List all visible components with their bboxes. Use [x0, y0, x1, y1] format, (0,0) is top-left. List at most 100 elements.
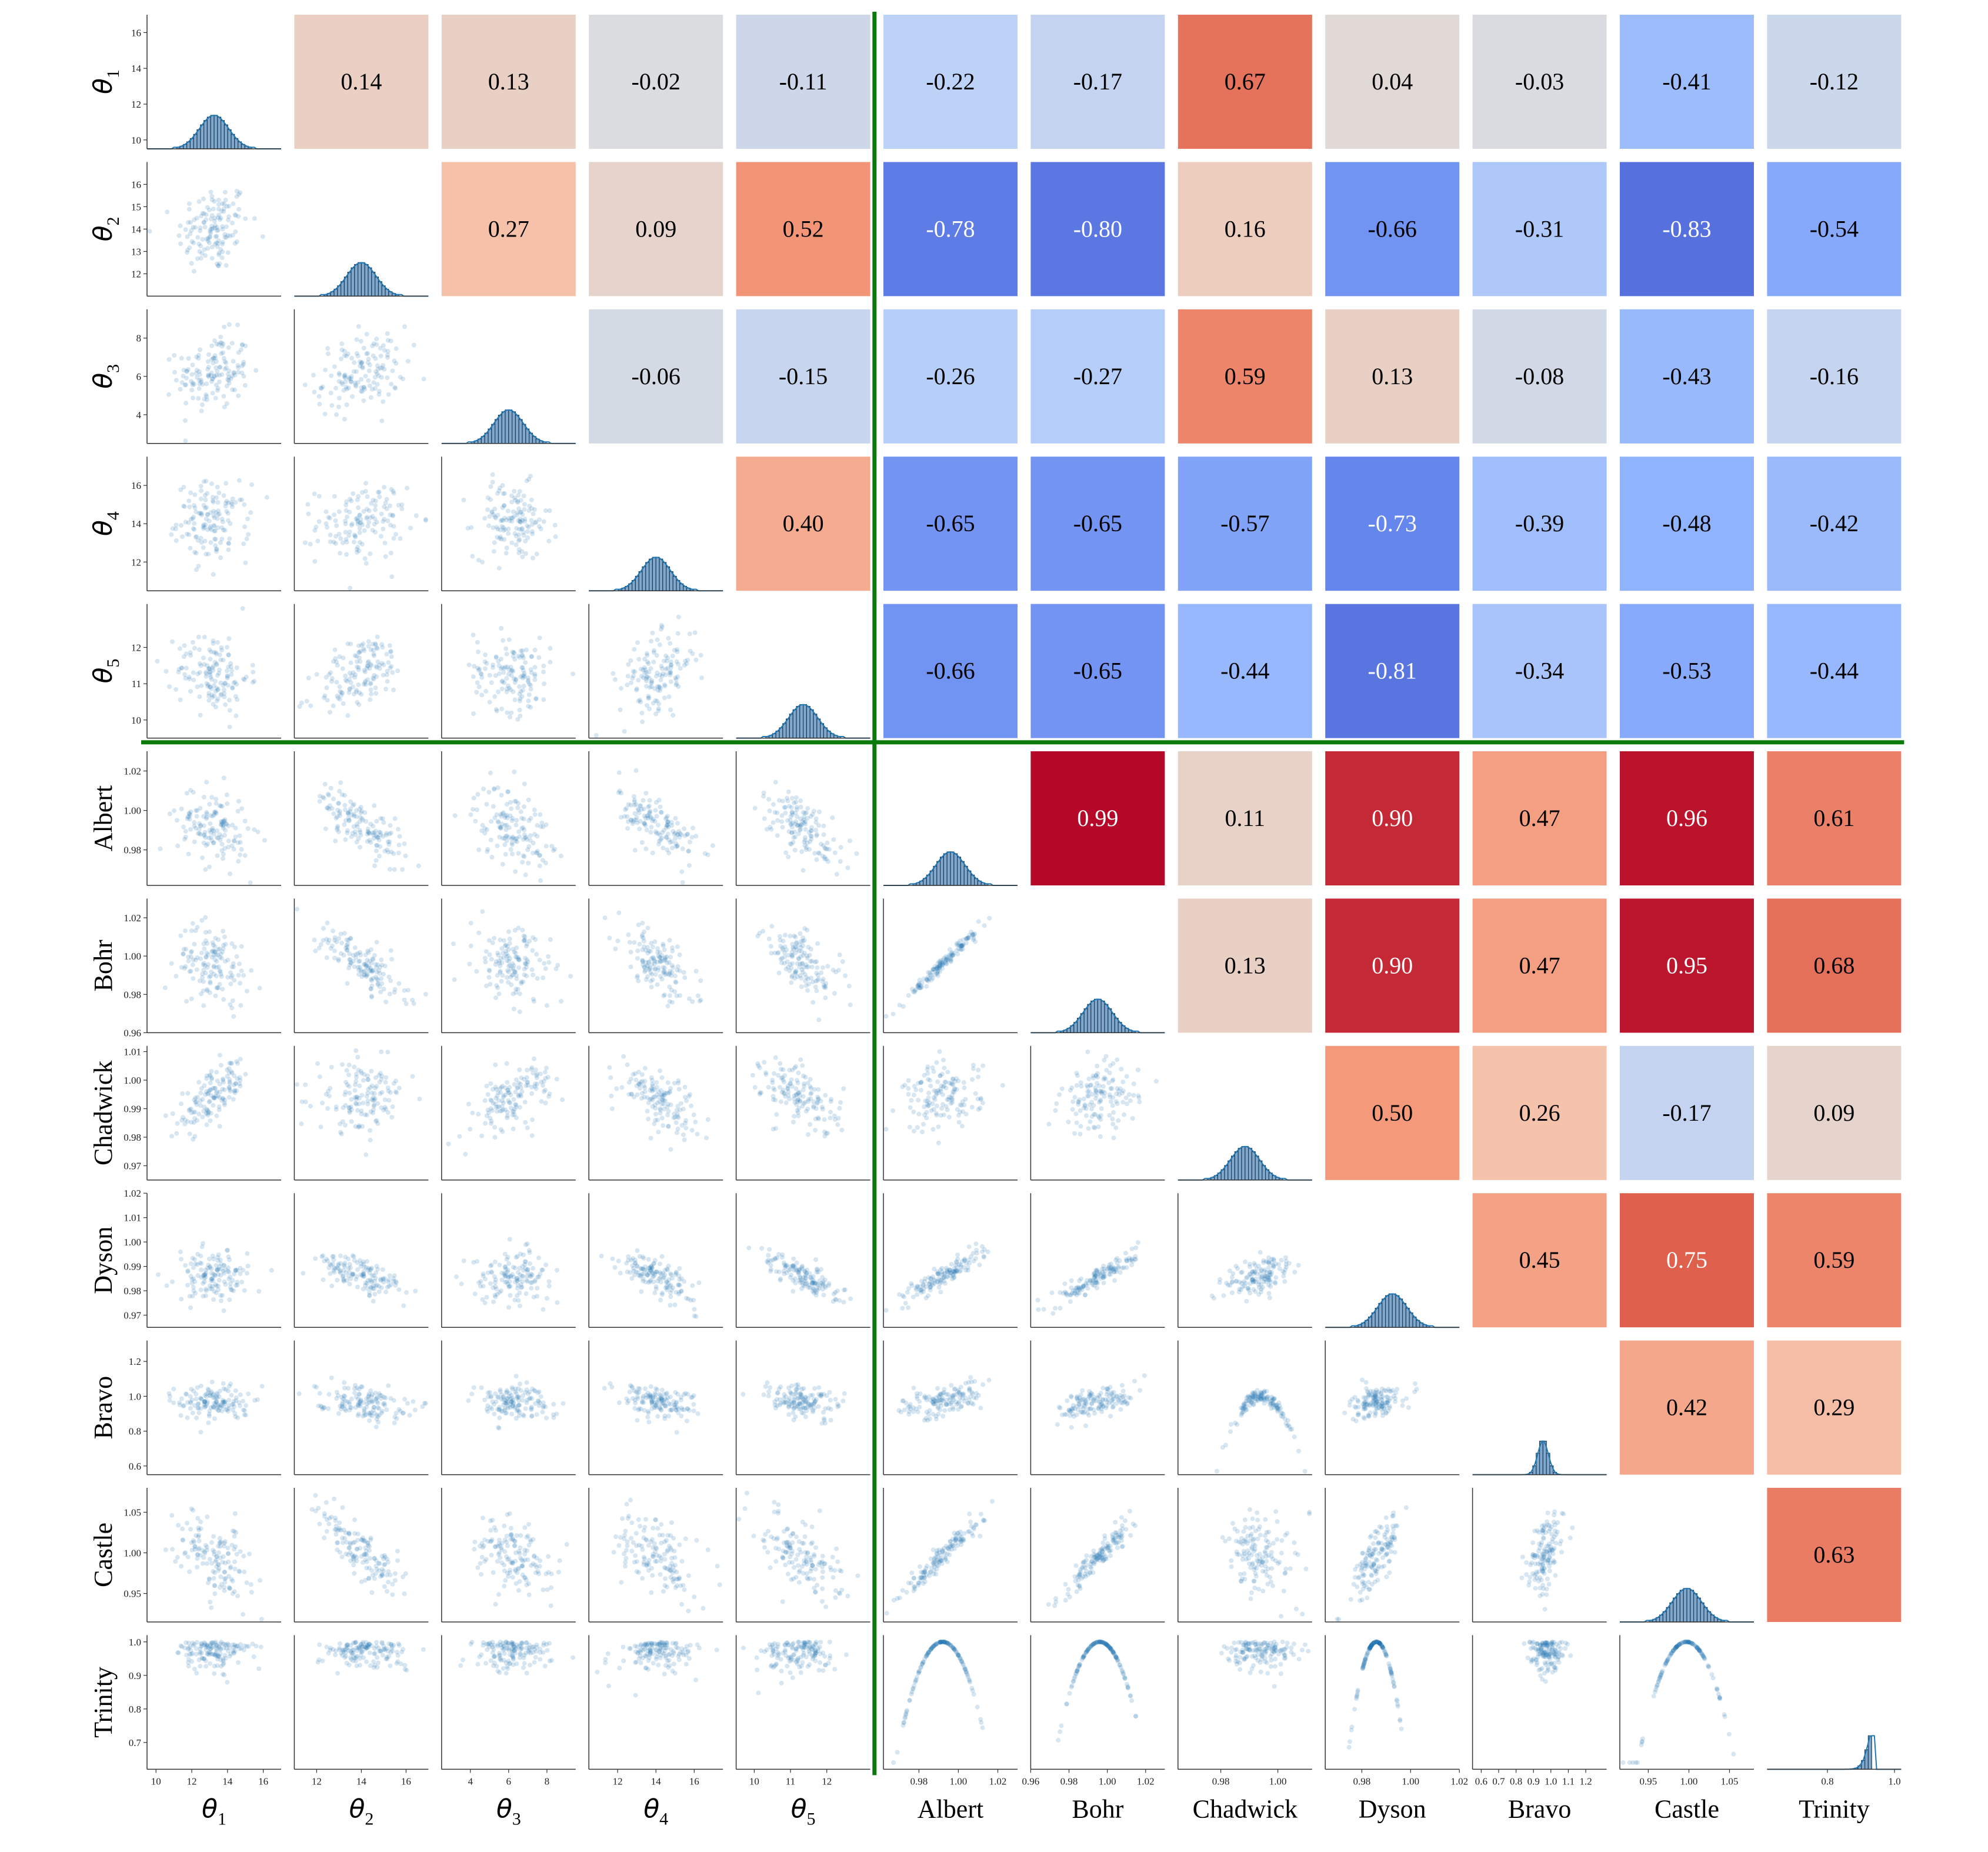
scatter-point — [517, 1105, 522, 1110]
scatter-point — [485, 495, 491, 500]
scatter-point — [343, 673, 348, 678]
scatter-point — [341, 952, 346, 958]
scatter-point — [378, 354, 383, 359]
scatter-point — [543, 1100, 548, 1105]
scatter-point — [530, 531, 535, 537]
corr-value: 0.13 — [1372, 363, 1413, 389]
scatter-point — [825, 847, 830, 852]
scatter-point — [686, 848, 691, 854]
scatter-point — [663, 672, 668, 677]
scatter-point — [680, 846, 685, 851]
scatter-point — [534, 551, 539, 557]
scatter-point — [512, 928, 518, 933]
scatter-point — [322, 411, 328, 417]
scatter-point — [234, 665, 239, 670]
scatter-point — [221, 493, 226, 498]
scatter-point — [541, 669, 546, 675]
scatter-point — [668, 1147, 673, 1152]
scatter-point — [338, 1130, 343, 1135]
scatter-point — [515, 510, 520, 515]
scatter-point — [705, 1117, 711, 1122]
hist-bar — [217, 116, 222, 149]
scatter-point — [218, 334, 224, 339]
scatter-point — [555, 1268, 559, 1273]
scatter-point — [615, 938, 621, 944]
scatter-point — [317, 799, 322, 804]
scatter-point — [214, 801, 219, 806]
scatter-point — [1059, 1086, 1065, 1091]
scatter-point — [683, 1118, 689, 1123]
scatter-point — [334, 679, 339, 685]
scatter-point — [234, 954, 239, 959]
scatter-point — [224, 204, 229, 209]
scatter-point — [192, 492, 198, 497]
scatter-point — [313, 524, 319, 529]
scatter-point — [323, 826, 328, 831]
scatter-point — [356, 494, 361, 499]
scatter-point — [492, 1125, 498, 1130]
scatter-point — [367, 1290, 372, 1295]
scatter-point — [613, 946, 618, 951]
scatter-point — [216, 379, 222, 384]
scatter-point — [1120, 1091, 1125, 1095]
scatter-point — [396, 1085, 402, 1091]
scatter-point — [373, 848, 379, 854]
scatter-point — [379, 365, 385, 371]
scatter-point — [516, 1094, 521, 1099]
hist-bar — [659, 558, 663, 591]
scatter-point — [358, 965, 363, 970]
scatter-point — [336, 509, 342, 514]
scatter-point — [536, 655, 542, 660]
scatter-point — [683, 1125, 689, 1131]
y-tick-label: 12 — [131, 557, 141, 568]
scatter-point — [510, 851, 515, 857]
scatter-point — [526, 844, 532, 849]
scatter-point — [228, 1002, 233, 1007]
scatter-point — [752, 805, 758, 811]
scatter-point — [636, 698, 641, 704]
scatter-point — [378, 365, 383, 371]
scatter-point — [232, 387, 237, 392]
scatter-point — [927, 1100, 932, 1105]
cell-7-1 — [293, 1045, 429, 1181]
y-tick-label: 11 — [132, 678, 141, 689]
scatter-point — [211, 828, 216, 834]
scatter-point — [661, 970, 666, 975]
scatter-point — [838, 845, 843, 850]
scatter-point — [635, 975, 640, 980]
scatter-point — [693, 657, 699, 662]
scatter-point — [201, 524, 206, 529]
scatter-point — [306, 675, 311, 681]
scatter-point — [527, 938, 532, 944]
scatter-point — [223, 702, 228, 707]
scatter-point — [491, 1285, 496, 1290]
hist-bar — [1228, 1160, 1232, 1181]
scatter-point — [698, 978, 703, 983]
scatter-point — [539, 1099, 544, 1104]
scatter-point — [216, 263, 221, 268]
scatter-point — [183, 438, 188, 444]
scatter-point — [349, 1107, 354, 1112]
scatter-point — [390, 1104, 395, 1110]
scatter-point — [520, 1264, 525, 1269]
scatter-point — [787, 1067, 792, 1072]
scatter-point — [361, 509, 366, 514]
scatter-point — [207, 235, 212, 240]
scatter-point — [822, 1117, 827, 1122]
scatter-point — [651, 1280, 656, 1284]
scatter-point — [198, 484, 204, 489]
scatter-point — [386, 392, 391, 397]
scatter-point — [224, 401, 229, 406]
hist-bar — [1248, 1148, 1253, 1181]
scatter-point — [329, 1283, 335, 1288]
scatter-point — [474, 689, 479, 695]
corr-cell-θ3-θ4 — [589, 309, 723, 444]
scatter-point — [359, 542, 365, 547]
scatter-point — [209, 686, 214, 691]
scatter-point — [172, 808, 176, 813]
y-tick-label: 0.98 — [124, 1285, 141, 1297]
cell-4-4 — [736, 704, 870, 739]
scatter-point — [522, 507, 527, 512]
scatter-point — [198, 377, 204, 382]
scatter-point — [506, 527, 511, 532]
